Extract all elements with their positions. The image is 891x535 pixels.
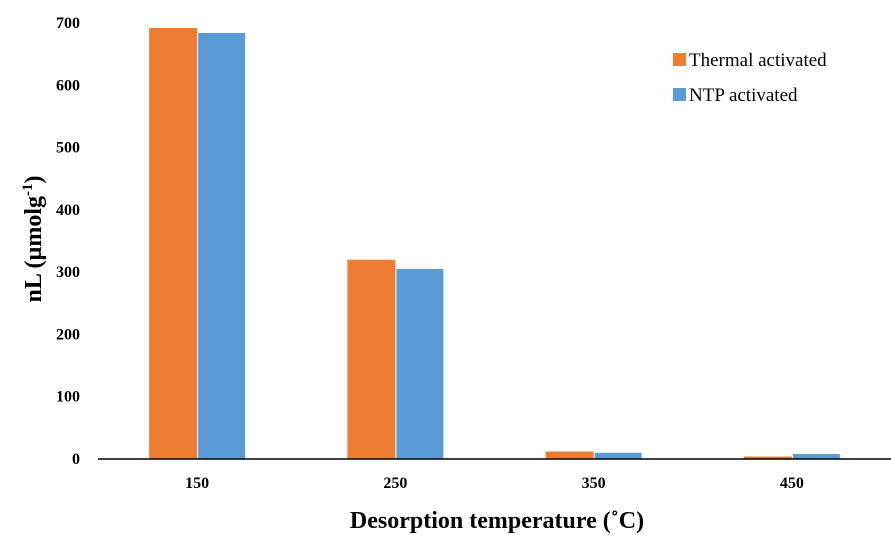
y-tick-label: 500 — [56, 140, 80, 157]
bar-ntp-250 — [396, 269, 444, 459]
x-tick-label: 250 — [383, 475, 407, 492]
x-tick-label: 350 — [582, 475, 606, 492]
legend-swatch-ntp — [673, 88, 686, 101]
x-tick-label: 450 — [780, 475, 804, 492]
x-axis-title: Desorption temperature (˚C) — [350, 508, 644, 534]
y-tick-label: 0 — [72, 451, 80, 468]
y-tick-label: 600 — [56, 77, 80, 94]
y-tick-label: 100 — [56, 389, 80, 406]
y-axis-title-main: nL (µmolg — [21, 196, 47, 303]
y-tick-label: 400 — [56, 202, 80, 219]
bar-ntp-350 — [594, 452, 642, 459]
bar-ntp-150 — [198, 32, 246, 460]
bar-thermal-250 — [347, 259, 396, 459]
legend-label-thermal: Thermal activated — [689, 50, 827, 71]
x-tick-label: 150 — [185, 475, 209, 492]
y-tick-label: 700 — [56, 15, 80, 32]
y-axis-title: nL (µmolg-1) — [20, 175, 47, 302]
y-tick-label: 300 — [56, 264, 80, 281]
y-axis-title-end: ) — [21, 175, 47, 183]
bar-thermal-450 — [743, 456, 792, 459]
x-axis-ticks: 150 250 350 450 — [185, 475, 804, 492]
y-axis-ticks: 0 100 200 300 400 500 600 700 — [56, 15, 80, 468]
legend: Thermal activated NTP activated — [673, 50, 827, 106]
y-tick-label: 200 — [56, 326, 80, 343]
bar-thermal-350 — [545, 451, 594, 459]
bar-ntp-450 — [792, 454, 840, 459]
bar-thermal-150 — [149, 27, 198, 460]
y-axis-title-sup: -1 — [20, 183, 36, 196]
legend-swatch-thermal — [673, 53, 686, 66]
bars — [149, 27, 840, 460]
legend-label-ntp: NTP activated — [689, 85, 798, 106]
